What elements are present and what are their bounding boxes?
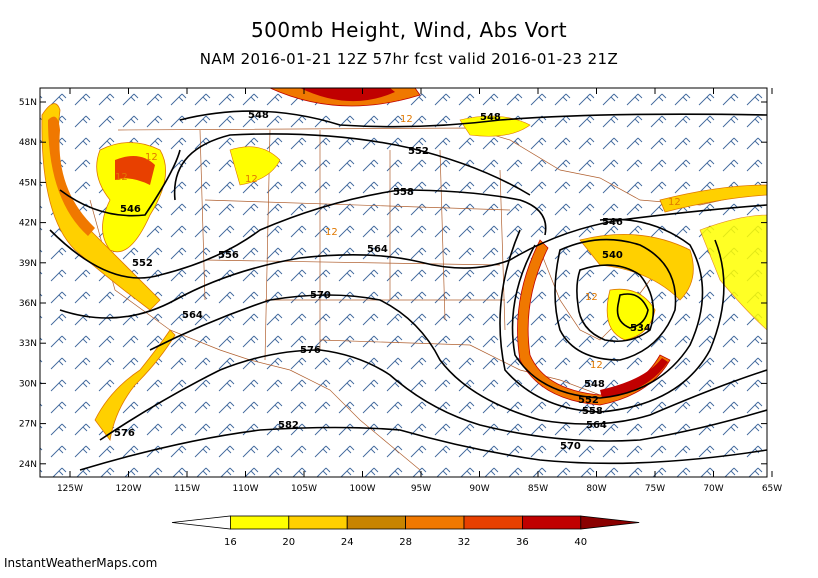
political-borders	[89, 127, 767, 471]
colorbar-segment	[288, 515, 348, 530]
height-label: 564	[367, 244, 388, 255]
height-label: 548	[248, 110, 269, 121]
colorbar-segment	[522, 515, 582, 530]
height-label: 582	[278, 420, 299, 431]
lon-label: 100W	[349, 484, 375, 494]
colorbar-tick-label: 36	[516, 537, 529, 548]
height-label: 564	[586, 420, 607, 431]
height-label: 534	[630, 323, 651, 334]
lat-label: 39N	[19, 259, 37, 269]
height-label: 552	[408, 146, 429, 157]
map-frame	[39, 87, 768, 478]
height-label: 558	[393, 187, 414, 198]
vort-label: 12	[668, 197, 681, 208]
height-label: 564	[182, 310, 203, 321]
colorbar-segment	[171, 515, 231, 530]
vort-label: 12	[590, 360, 603, 371]
lat-label: 36N	[19, 299, 37, 309]
lon-label: 70W	[703, 484, 723, 494]
colorbar-tick-label: 40	[574, 537, 587, 548]
lon-label: 90W	[469, 484, 489, 494]
latitude-axis: 51N 48N 45N 42N 39N 36N 33N 30N 27N 24N	[19, 98, 767, 470]
height-label: 552	[132, 258, 153, 269]
lon-label: 65W	[762, 484, 782, 494]
map-area: 12 12 12 12 12 12 12 12 548 548 552 558 …	[40, 88, 767, 477]
height-label: 558	[582, 406, 603, 417]
lon-label: 85W	[528, 484, 548, 494]
colorbar-tick-label: 28	[399, 537, 412, 548]
height-label: 548	[584, 379, 605, 390]
height-label: 546	[602, 217, 623, 228]
height-label: 570	[560, 441, 581, 452]
height-label: 552	[578, 395, 599, 406]
lon-label: 95W	[411, 484, 431, 494]
height-labels: 548 548 552 558 546 552 556 564 570 564 …	[114, 110, 651, 452]
lon-label: 115W	[174, 484, 200, 494]
lat-label: 24N	[19, 460, 37, 470]
vorticity-labels: 12 12 12 12 12 12 12 12	[115, 114, 681, 371]
colorbar-segment	[346, 515, 407, 530]
colorbar-tick-label: 20	[282, 537, 295, 548]
colorbar-tick-label: 24	[341, 537, 354, 548]
lon-label: 80W	[586, 484, 606, 494]
colorbar-segment	[405, 515, 465, 530]
height-label: 576	[114, 428, 135, 439]
colorbar: 16 20 24 28 32 36 40	[171, 515, 640, 548]
lon-label: 75W	[645, 484, 665, 494]
lat-label: 30N	[19, 379, 37, 389]
longitude-axis: 125W 120W 115W 110W 105W 100W 95W 90W 85W 80W 75W 7…	[57, 88, 782, 494]
colorbar-segment	[463, 515, 523, 530]
lat-label: 51N	[19, 98, 37, 108]
height-label: 556	[218, 250, 239, 261]
colorbar-tick-label: 16	[224, 537, 237, 548]
colorbar-tick-label: 32	[458, 537, 471, 548]
lat-label: 42N	[19, 219, 37, 229]
height-label: 546	[120, 204, 141, 215]
vort-label: 12	[145, 152, 158, 163]
vort-label: 12	[325, 227, 338, 238]
vort-label: 12	[585, 292, 598, 303]
height-label: 548	[480, 112, 501, 123]
height-label: 576	[300, 345, 321, 356]
lon-label: 110W	[232, 484, 258, 494]
colorbar-segment	[229, 515, 290, 530]
lon-label: 125W	[57, 484, 83, 494]
height-contours	[49, 110, 767, 471]
vort-label: 12	[400, 114, 413, 125]
lat-label: 27N	[19, 420, 37, 430]
lat-label: 48N	[19, 138, 37, 148]
lat-label: 33N	[19, 339, 37, 349]
lon-label: 105W	[291, 484, 317, 494]
vort-label: 12	[115, 172, 128, 183]
lat-label: 45N	[19, 178, 37, 188]
colorbar-segment	[580, 515, 640, 530]
vort-label: 12	[245, 174, 258, 185]
map-title: 500mb Height, Wind, Abs Vort	[250, 18, 568, 42]
height-label: 570	[310, 290, 331, 301]
height-label: 540	[602, 250, 623, 261]
map-subtitle: NAM 2016-01-21 12Z 57hr fcst valid 2016-…	[199, 50, 619, 68]
lon-label: 120W	[115, 484, 141, 494]
site-credit: InstantWeatherMaps.com	[4, 556, 158, 570]
